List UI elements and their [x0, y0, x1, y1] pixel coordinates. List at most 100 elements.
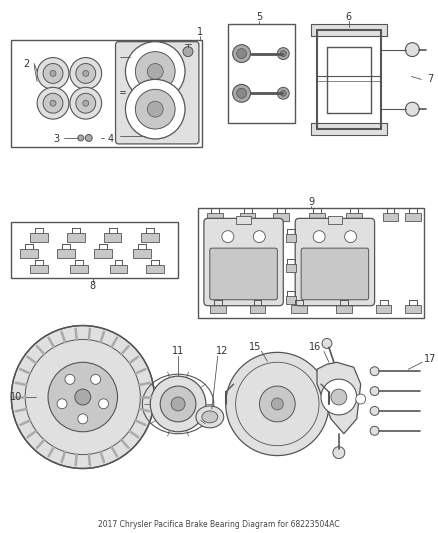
- Circle shape: [370, 386, 379, 395]
- Ellipse shape: [196, 406, 224, 428]
- Circle shape: [78, 414, 88, 424]
- Text: 6: 6: [346, 12, 352, 22]
- Text: 2: 2: [23, 59, 29, 69]
- Circle shape: [226, 352, 329, 456]
- Text: 16: 16: [309, 342, 321, 352]
- Circle shape: [37, 87, 69, 119]
- Text: 12: 12: [215, 346, 228, 357]
- Circle shape: [135, 90, 175, 129]
- Bar: [110, 264, 127, 273]
- Circle shape: [322, 338, 332, 349]
- Bar: [250, 305, 265, 313]
- Bar: [273, 213, 289, 221]
- Bar: [11, 39, 202, 147]
- Circle shape: [183, 47, 193, 56]
- Circle shape: [11, 326, 154, 469]
- Circle shape: [99, 399, 109, 409]
- Circle shape: [171, 397, 185, 411]
- Circle shape: [125, 42, 185, 101]
- Circle shape: [405, 43, 419, 56]
- Circle shape: [333, 447, 345, 458]
- Circle shape: [76, 63, 95, 83]
- Bar: [228, 24, 295, 123]
- Bar: [405, 305, 421, 313]
- Bar: [94, 248, 112, 257]
- Bar: [286, 234, 296, 242]
- Circle shape: [280, 90, 286, 96]
- Bar: [291, 305, 307, 313]
- Circle shape: [65, 374, 75, 384]
- Circle shape: [237, 88, 247, 98]
- Text: 4: 4: [107, 134, 113, 144]
- Circle shape: [83, 100, 89, 106]
- FancyBboxPatch shape: [116, 42, 199, 144]
- Circle shape: [313, 231, 325, 243]
- Bar: [30, 264, 48, 273]
- Circle shape: [277, 87, 289, 99]
- Circle shape: [370, 426, 379, 435]
- Bar: [11, 222, 178, 278]
- Text: 11: 11: [172, 346, 184, 357]
- Circle shape: [150, 376, 206, 432]
- Circle shape: [43, 63, 63, 83]
- Circle shape: [83, 70, 89, 76]
- Circle shape: [272, 398, 283, 410]
- Circle shape: [125, 79, 185, 139]
- Bar: [382, 213, 399, 221]
- Bar: [210, 305, 226, 313]
- Circle shape: [160, 386, 196, 422]
- Circle shape: [233, 84, 251, 102]
- Bar: [20, 248, 38, 257]
- Circle shape: [75, 389, 91, 405]
- Text: 7: 7: [427, 75, 433, 84]
- Bar: [286, 296, 296, 304]
- Bar: [141, 233, 159, 241]
- Circle shape: [48, 362, 117, 432]
- Circle shape: [370, 407, 379, 415]
- Bar: [311, 123, 386, 135]
- Text: 17: 17: [424, 354, 436, 365]
- Circle shape: [222, 231, 234, 243]
- Text: 5: 5: [256, 12, 263, 22]
- Text: 1: 1: [197, 27, 203, 37]
- Circle shape: [43, 93, 63, 113]
- Bar: [311, 24, 386, 36]
- Bar: [346, 213, 362, 221]
- Circle shape: [370, 367, 379, 376]
- Bar: [30, 233, 48, 241]
- Circle shape: [233, 45, 251, 62]
- Circle shape: [135, 52, 175, 91]
- Bar: [134, 248, 151, 257]
- Bar: [405, 213, 421, 221]
- Bar: [376, 305, 392, 313]
- Circle shape: [85, 134, 92, 141]
- Circle shape: [70, 58, 102, 90]
- Bar: [237, 216, 251, 224]
- Bar: [198, 208, 424, 318]
- FancyBboxPatch shape: [301, 248, 369, 300]
- Bar: [286, 264, 296, 272]
- FancyBboxPatch shape: [204, 219, 283, 306]
- FancyBboxPatch shape: [210, 248, 277, 300]
- FancyBboxPatch shape: [295, 219, 374, 306]
- Circle shape: [37, 58, 69, 90]
- Circle shape: [91, 374, 101, 384]
- Circle shape: [280, 51, 286, 56]
- Circle shape: [50, 70, 56, 76]
- Circle shape: [147, 63, 163, 79]
- Bar: [146, 264, 164, 273]
- Text: 15: 15: [249, 342, 261, 352]
- Circle shape: [321, 379, 357, 415]
- Bar: [70, 264, 88, 273]
- Bar: [207, 213, 223, 221]
- Circle shape: [345, 231, 357, 243]
- Circle shape: [277, 47, 289, 60]
- Bar: [336, 305, 352, 313]
- Text: 10: 10: [10, 392, 22, 402]
- Text: 2017 Chrysler Pacifica Brake Bearing Diagram for 68223504AC: 2017 Chrysler Pacifica Brake Bearing Dia…: [98, 520, 339, 529]
- Text: 3: 3: [53, 134, 59, 144]
- Bar: [309, 213, 325, 221]
- Circle shape: [405, 102, 419, 116]
- Text: 8: 8: [90, 281, 96, 291]
- Bar: [328, 216, 342, 224]
